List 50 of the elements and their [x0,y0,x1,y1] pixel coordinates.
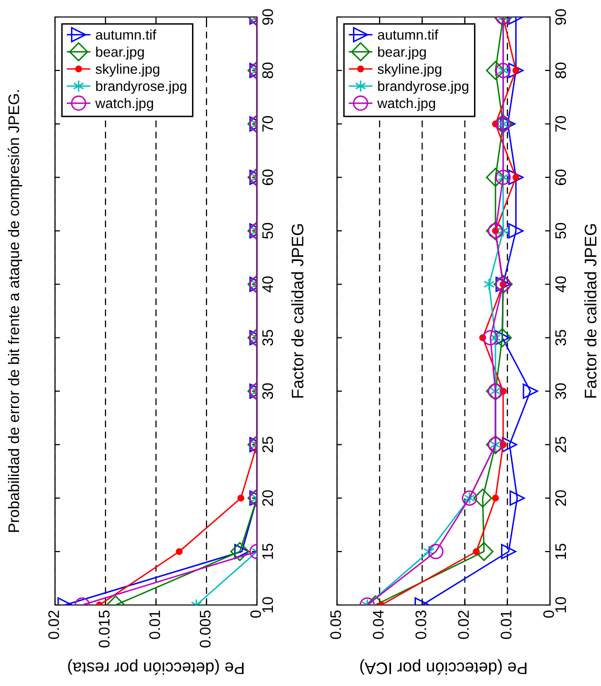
y-axis-title: Factor de calidad JPEG [291,224,304,398]
legend-label: watch.jpg [377,98,436,111]
y-tick-label: 40 [262,276,274,292]
x-tick-label: 0.01 [149,610,160,639]
y-tick-label: 70 [555,116,566,132]
y-tick-label: 10 [555,597,566,612]
y-tick-label: 35 [555,330,566,346]
y-tick-label: 30 [262,383,274,400]
x-axis-title: Pe (detección por resta) [68,659,244,675]
x-tick-label: 0.03 [415,610,426,639]
x-tick-label: 0.02 [48,610,60,639]
legend-label: autumn.tif [378,30,438,40]
x-tick-label: 0.005 [200,610,211,648]
legend-label: autumn.tif [96,30,156,40]
y-tick-label: 40 [555,276,566,292]
legend-label: skyline.jpg [96,64,160,77]
y-tick-label: 15 [262,544,274,559]
y-tick-label: 15 [555,544,566,559]
y-tick-label: 20 [262,490,274,506]
x-axis-title: Pe (detección por ICA) [360,659,526,675]
x-tick-label: 0.02 [458,610,469,639]
text: Probabilidad de error de bit frente a ataque de compresión JPEG. [8,90,22,532]
y-tick-label: 50 [555,222,566,239]
y-tick-label: 70 [262,116,274,132]
x-tick-label: 0 [543,610,554,618]
y-tick-label: 90 [262,9,274,25]
y-tick-label: 25 [555,436,566,452]
x-tick-label: 0.015 [98,610,110,648]
x-tick-label: 0.04 [372,610,384,639]
legend-label: watch.jpg [95,98,154,111]
x-tick-label: 0.05 [330,610,342,639]
y-tick-label: 60 [262,169,274,186]
y-tick-label: 10 [262,597,274,612]
y-tick-label: 35 [262,330,274,346]
y-tick-label: 50 [262,222,274,239]
y-tick-label: 60 [555,169,566,186]
y-tick-label: 30 [555,383,566,400]
x-tick-label: 0 [250,610,262,618]
y-axis-title: Factor de calidad JPEG [584,224,596,398]
legend-label: brandyrose.jpg [378,80,468,94]
y-tick-label: 90 [555,9,566,25]
y-tick-label: 20 [555,490,566,506]
y-tick-label: 80 [262,62,274,78]
x-tick-label: 0.01 [500,610,512,639]
legend-label: brandyrose.jpg [96,80,186,94]
legend-label: bear.jpg [378,46,426,60]
legend-label: skyline.jpg [378,64,442,77]
y-tick-label: 80 [555,62,566,78]
legend-label: bear.jpg [96,46,144,60]
y-tick-label: 25 [262,436,274,452]
